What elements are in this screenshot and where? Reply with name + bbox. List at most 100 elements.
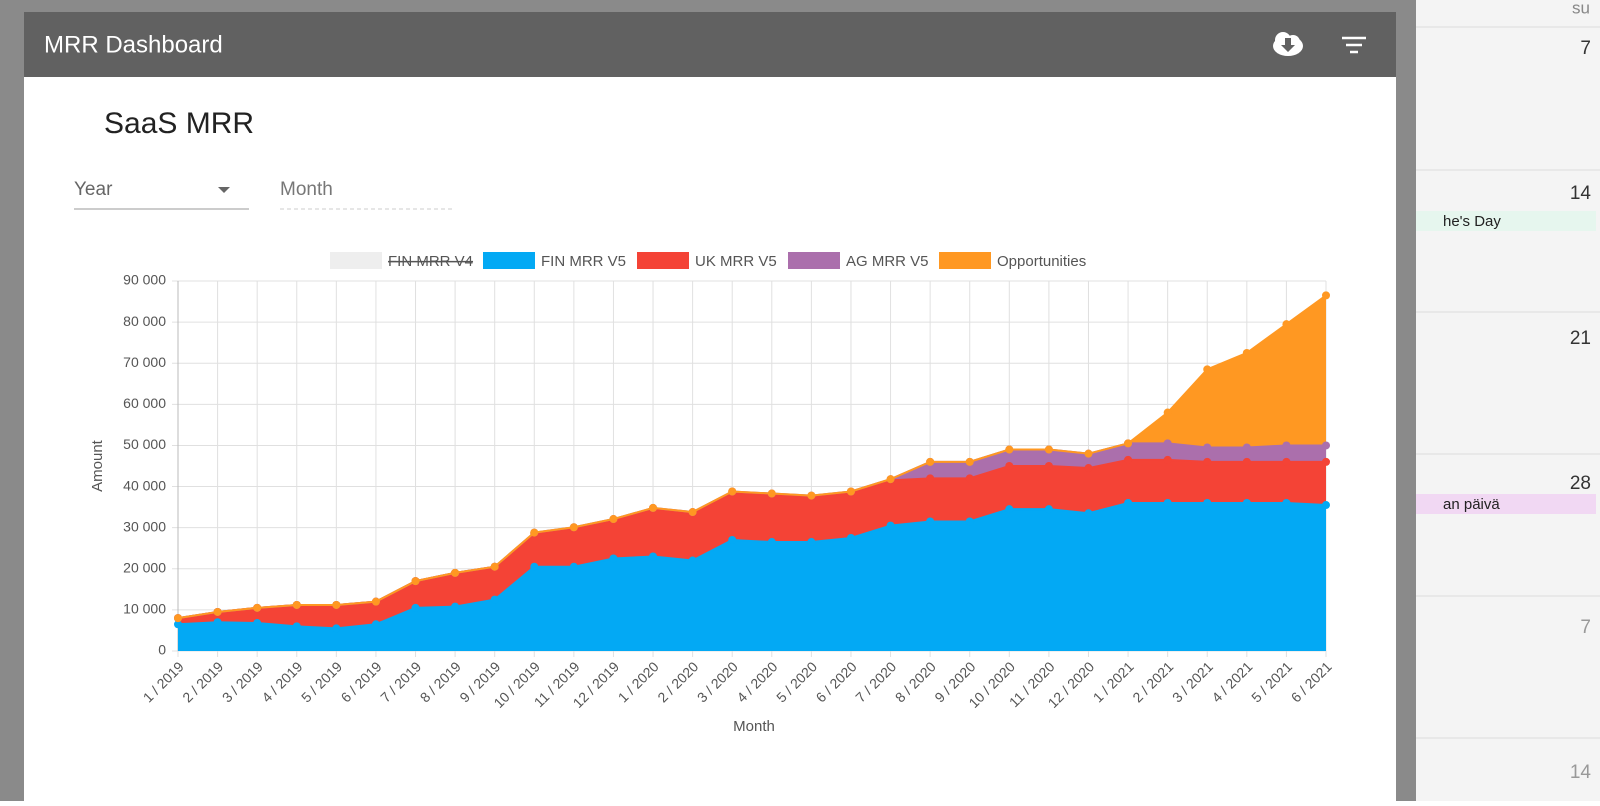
point (1242, 457, 1251, 466)
y-tick-label: 20 000 (123, 559, 166, 575)
point (490, 595, 499, 604)
day: 14 (1570, 183, 1592, 204)
point (1322, 501, 1330, 510)
point (1044, 445, 1053, 454)
point (965, 517, 974, 526)
point (1124, 439, 1133, 448)
point (1203, 499, 1212, 507)
point (1163, 408, 1172, 417)
y-tick-label: 70 000 (123, 354, 166, 370)
point (1242, 443, 1251, 452)
point (530, 528, 539, 537)
point (1005, 445, 1014, 454)
point (688, 508, 697, 517)
calendar: su 7 14 21 28 7 14 he's Day an päivä (1416, 0, 1600, 783)
point (649, 552, 658, 561)
area-line (177, 502, 1327, 630)
point (1282, 320, 1291, 329)
event-label[interactable]: an päivä (1443, 496, 1500, 513)
card-title: SaaS MRR (104, 107, 254, 140)
point (926, 517, 935, 526)
day: 14 (1570, 762, 1592, 783)
point (1124, 499, 1133, 507)
event-label[interactable]: he's Day (1443, 213, 1501, 230)
point (728, 536, 737, 544)
y-tick-label: 50 000 (123, 436, 166, 452)
day-header: su (1572, 0, 1590, 17)
point (1044, 462, 1053, 470)
point (649, 503, 658, 512)
legend-label: FIN MRR V5 (541, 253, 626, 270)
dropdown-arrow[interactable] (218, 187, 230, 193)
point (1322, 291, 1330, 300)
point (1084, 464, 1093, 473)
point (411, 603, 420, 612)
legend-swatch (939, 252, 991, 269)
point (213, 607, 222, 616)
point (451, 602, 460, 611)
day: 7 (1580, 38, 1591, 59)
point (1242, 348, 1251, 357)
point (213, 618, 222, 627)
point (1282, 441, 1291, 450)
y-tick-label: 10 000 (123, 601, 166, 617)
legend-label: Opportunities (997, 253, 1086, 270)
point (490, 562, 499, 571)
area (178, 503, 1326, 651)
point (1005, 462, 1014, 470)
point (926, 457, 935, 466)
point (1203, 457, 1212, 466)
calendar-bg (1416, 0, 1600, 801)
point (1005, 505, 1014, 514)
filter-icon[interactable] (1342, 36, 1366, 54)
point (371, 620, 380, 629)
point (292, 622, 301, 631)
event-bar[interactable] (1416, 211, 1596, 231)
point (253, 619, 262, 628)
point (1282, 499, 1291, 507)
point (688, 556, 697, 565)
month-select[interactable]: Month (280, 179, 333, 200)
event-bar[interactable] (1416, 494, 1596, 514)
year-select[interactable]: Year (74, 179, 113, 200)
legend-swatch (788, 252, 840, 269)
app-title: MRR Dashboard (44, 31, 223, 58)
legend-swatch (637, 252, 689, 269)
point (846, 533, 855, 542)
x-axis-label: Month (733, 718, 775, 735)
point (965, 457, 974, 466)
point (807, 538, 816, 547)
point (569, 523, 578, 532)
download-icon[interactable] (1273, 32, 1303, 56)
point (1163, 499, 1172, 507)
point (292, 600, 301, 609)
point (609, 515, 618, 524)
legend-swatch (483, 252, 535, 269)
point (926, 474, 935, 483)
point (569, 562, 578, 571)
point (411, 577, 420, 586)
day: 28 (1570, 473, 1591, 494)
legend-label: UK MRR V5 (695, 253, 777, 270)
legend-label: AG MRR V5 (846, 253, 929, 270)
point (609, 554, 618, 563)
y-tick-label: 60 000 (123, 395, 166, 411)
y-tick-label: 30 000 (123, 518, 166, 534)
point (1124, 455, 1133, 464)
point (1322, 457, 1330, 466)
point (728, 487, 737, 496)
point (886, 521, 895, 530)
point (174, 614, 182, 623)
legend-swatch (330, 252, 382, 269)
y-tick-label: 80 000 (123, 313, 166, 329)
point (253, 603, 262, 612)
y-axis-label: Amount (89, 439, 106, 492)
point (1044, 505, 1053, 514)
day: 21 (1570, 328, 1591, 349)
point (530, 562, 539, 571)
point (174, 620, 182, 629)
point (965, 474, 974, 483)
y-tick-label: 90 000 (123, 272, 166, 288)
area (178, 443, 1326, 619)
area (178, 459, 1326, 629)
